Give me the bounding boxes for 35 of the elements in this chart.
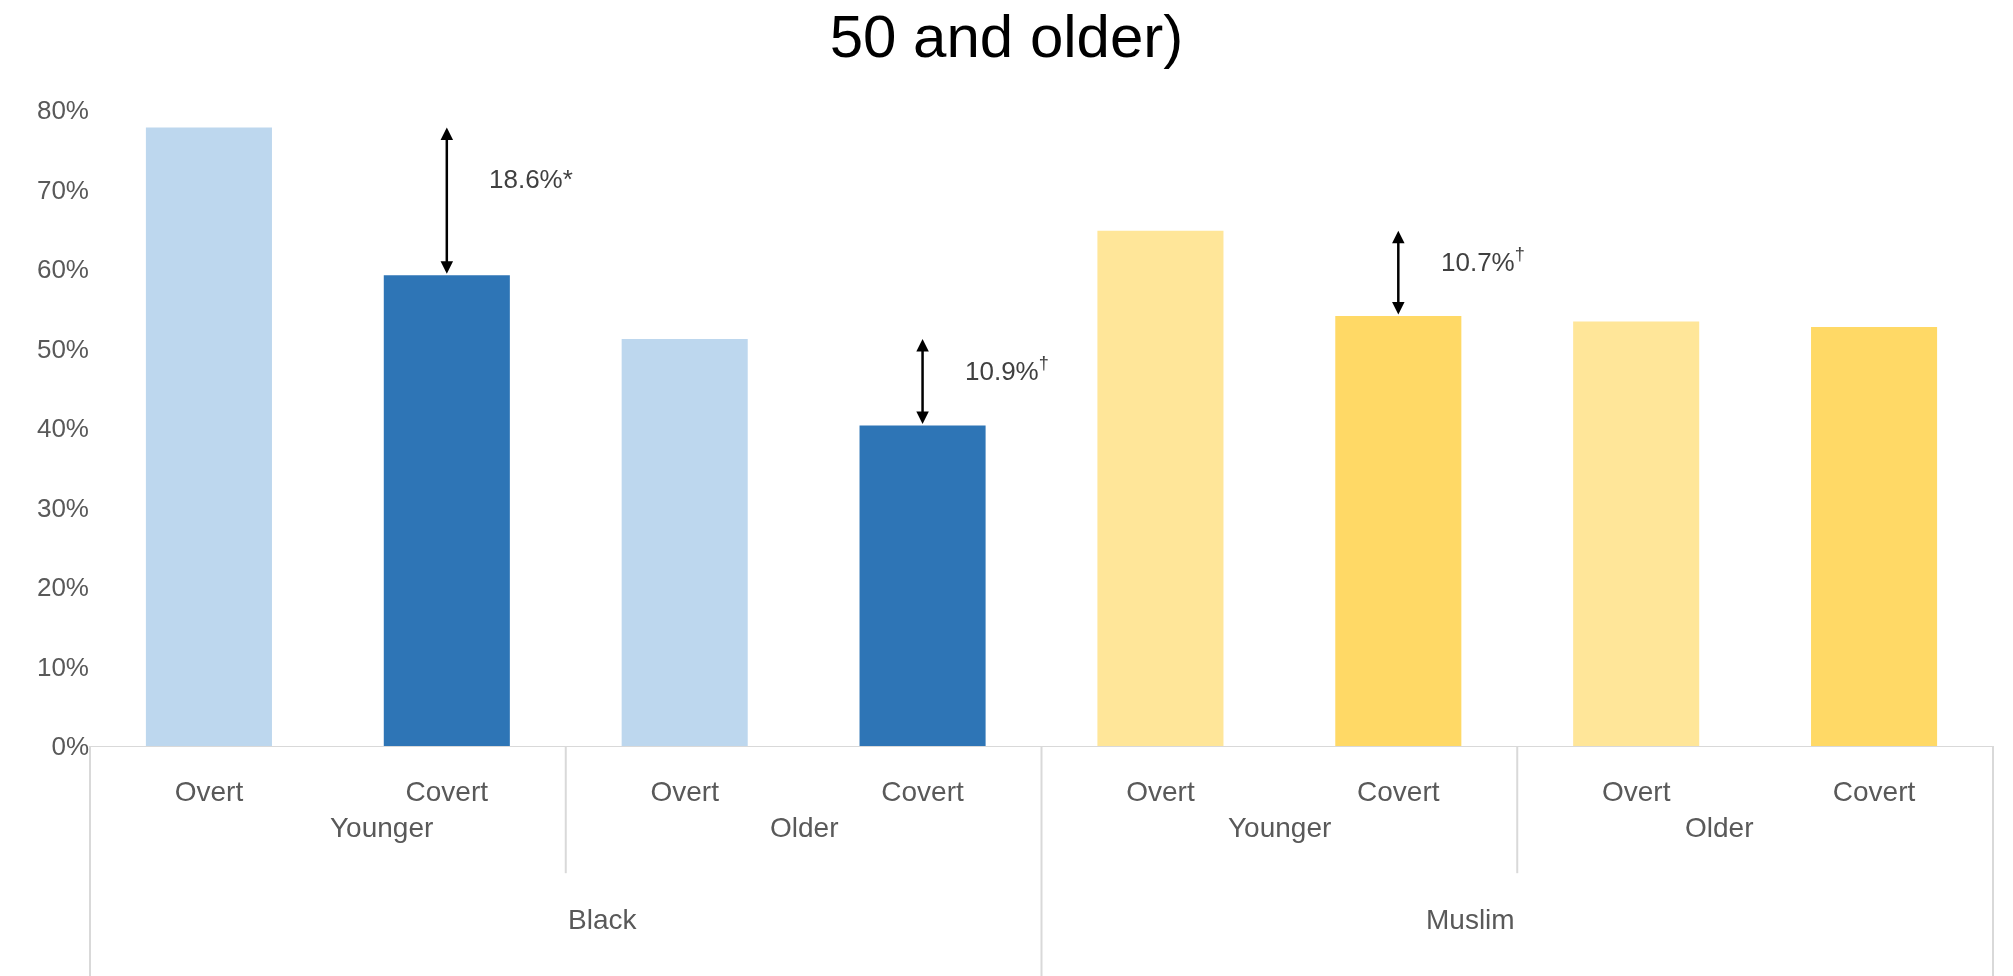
y-tick-label: 0% <box>51 731 89 762</box>
text: Older <box>770 812 839 843</box>
bar <box>1573 321 1700 746</box>
y-tick-label: 10% <box>36 651 89 682</box>
bar <box>145 127 272 746</box>
bar <box>1097 230 1224 746</box>
x-tick-label: Covert <box>405 775 489 807</box>
annotation: 10.9%$^{†}$ <box>965 353 1049 386</box>
y-tick-label: 20% <box>36 572 89 603</box>
bar <box>383 275 510 746</box>
x-tick-label: Covert <box>1832 775 1916 807</box>
text: Black <box>568 904 638 935</box>
x-tick-label: Overt <box>174 775 244 807</box>
bar <box>859 425 986 746</box>
x-tick-label: Overt <box>650 775 720 807</box>
bar <box>621 338 748 746</box>
y-tick-label: 80% <box>36 95 89 126</box>
bar <box>1811 327 1938 746</box>
bar <box>1335 315 1462 746</box>
text: Older <box>1685 812 1754 843</box>
y-tick-label: 50% <box>36 333 89 364</box>
text: Younger <box>1228 812 1332 843</box>
x-tick-label: Overt <box>1601 775 1671 807</box>
x-tick-label: Overt <box>1126 775 1195 807</box>
annotation: 18.6%* <box>489 164 573 194</box>
y-tick-label: 30% <box>36 492 89 523</box>
y-tick-label: 40% <box>36 413 89 444</box>
y-tick-label: 70% <box>36 174 89 205</box>
x-tick-label: Covert <box>881 775 965 807</box>
x-tick-label: Covert <box>1357 775 1440 807</box>
text: Younger <box>330 812 434 843</box>
annotation: 10.7%$^{†}$ <box>1441 244 1525 277</box>
chart-title: 50 and older) <box>829 2 1184 70</box>
y-tick-label: 60% <box>36 254 89 285</box>
text: Muslim <box>1426 904 1515 935</box>
